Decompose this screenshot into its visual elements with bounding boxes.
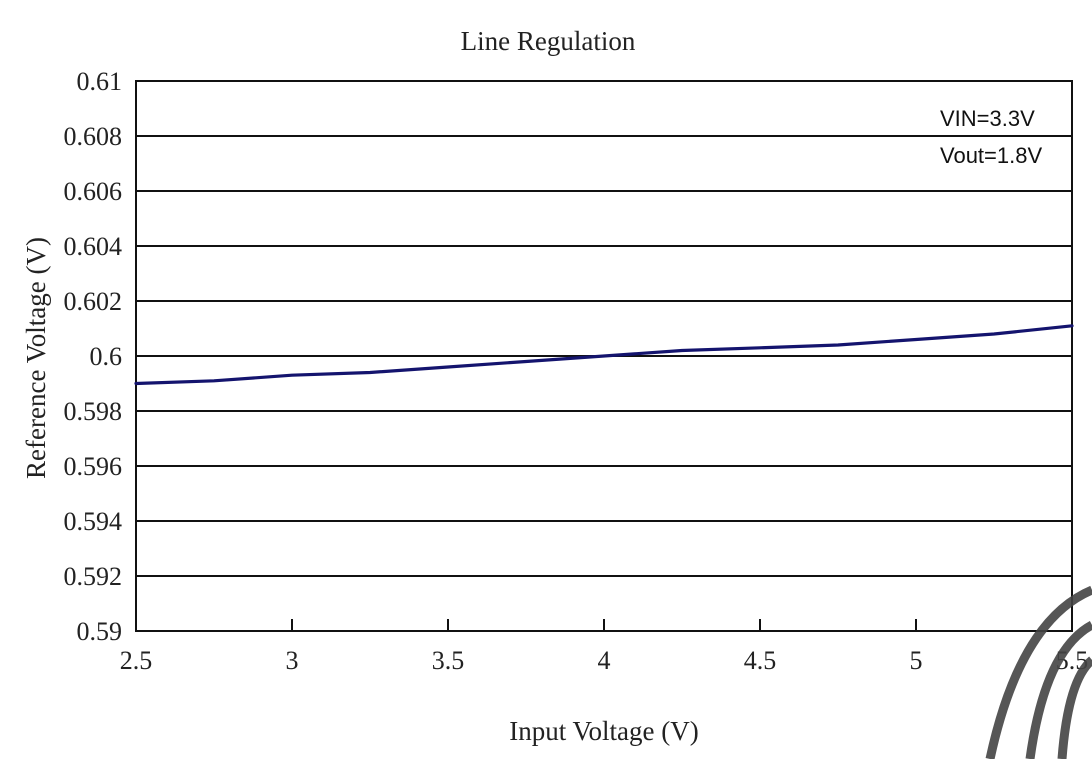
watermark-ring-middle — [1025, 621, 1092, 759]
y-tick-label: 0.606 — [64, 177, 123, 206]
y-tick-label: 0.594 — [64, 507, 123, 536]
watermark-ring-inner — [1057, 656, 1092, 759]
y-axis-label: Reference Voltage (V) — [21, 237, 51, 479]
x-tick-label: 3.5 — [432, 646, 465, 675]
watermark-rings — [985, 585, 1092, 759]
x-axis-label: Input Voltage (V) — [509, 716, 698, 746]
y-tick-label: 0.604 — [64, 232, 123, 261]
y-tick-label: 0.602 — [64, 287, 123, 316]
y-tick-label: 0.598 — [64, 397, 123, 426]
x-tick-label: 2.5 — [120, 646, 153, 675]
series-line — [134, 324, 1074, 386]
x-tick-label: 4 — [598, 646, 611, 675]
x-axis: 2.5 3 3.5 4 4.5 5 5.5 — [120, 619, 1088, 675]
y-tick-label: 0.6 — [90, 342, 123, 371]
annotation-vin: VIN=3.3V — [940, 106, 1035, 131]
chart-title: Line Regulation — [461, 26, 636, 56]
x-tick-label: 4.5 — [744, 646, 777, 675]
watermark-ring-outer — [985, 585, 1092, 759]
y-tick-label: 0.596 — [64, 452, 123, 481]
x-tick-label: 3 — [286, 646, 299, 675]
y-tick-label: 0.59 — [77, 617, 123, 646]
y-tick-label: 0.592 — [64, 562, 123, 591]
y-tick-label: 0.608 — [64, 122, 123, 151]
y-axis: 0.59 0.592 0.594 0.596 0.598 0.6 0.602 0.604 0.6… — [64, 67, 123, 646]
y-tick-label: 0.61 — [77, 67, 123, 96]
series-group — [134, 324, 1074, 386]
x-tick-label: 5 — [910, 646, 923, 675]
annotation-vout: Vout=1.8V — [940, 143, 1042, 168]
